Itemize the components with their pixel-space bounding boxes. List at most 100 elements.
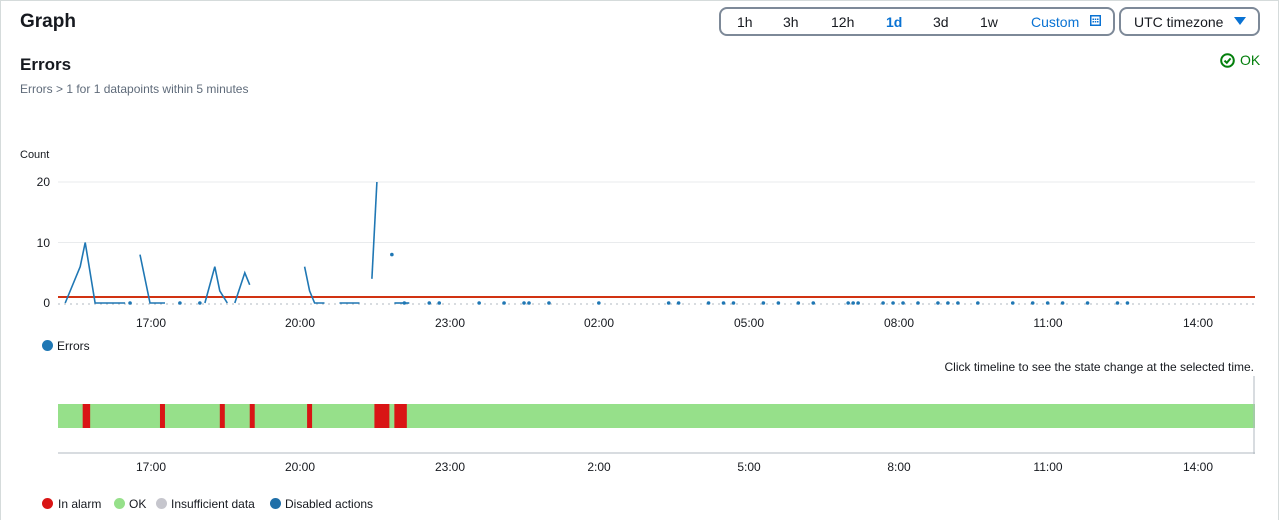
errors-data-point	[901, 301, 905, 305]
errors-series-line	[303, 266, 325, 304]
in-alarm-period	[249, 404, 255, 428]
legend-label: Errors	[57, 339, 90, 353]
timeline-tick-label: 20:00	[284, 460, 316, 474]
state-timeline[interactable]	[0, 376, 1281, 456]
legend-label: Disabled actions	[285, 497, 374, 511]
alarm-condition: Errors > 1 for 1 datapoints within 5 min…	[20, 82, 249, 96]
y-tick-label: 0	[43, 296, 50, 310]
ok-state-band	[58, 404, 1255, 428]
errors-data-point	[721, 301, 726, 305]
x-tick-label: 02:00	[583, 316, 615, 330]
legend-label: Insufficient data	[171, 497, 255, 511]
check-circle-icon	[1220, 53, 1235, 68]
errors-data-point	[1125, 301, 1130, 305]
legend-swatch	[42, 498, 53, 509]
timeline-tick-label: 23:00	[434, 460, 466, 474]
x-tick-label: 14:00	[1182, 316, 1214, 330]
caret-down-icon	[1234, 17, 1246, 25]
errors-data-point	[1115, 301, 1120, 305]
errors-data-point	[891, 301, 895, 305]
errors-data-point	[846, 301, 850, 305]
time-range-selector: 1h 3h 12h 1d 3d 1w Custom	[719, 7, 1115, 36]
y-tick-label: 10	[36, 236, 50, 250]
errors-data-point	[676, 301, 681, 305]
legend-swatch	[270, 498, 281, 509]
errors-data-point	[811, 301, 816, 305]
errors-data-point	[776, 301, 781, 305]
timezone-label: UTC timezone	[1134, 14, 1224, 30]
errors-data-point	[1060, 301, 1065, 305]
errors-data-point	[527, 301, 531, 305]
errors-data-point	[881, 301, 885, 305]
timezone-dropdown[interactable]: UTC timezone	[1119, 7, 1260, 36]
timeline-tick-label: 11:00	[1033, 460, 1063, 474]
errors-data-point	[731, 301, 736, 305]
errors-data-point	[1010, 301, 1015, 305]
errors-data-point	[856, 301, 860, 305]
errors-data-point	[427, 301, 432, 305]
errors-data-point	[522, 301, 526, 305]
timeline-hint: Click timeline to see the state change a…	[944, 360, 1255, 374]
errors-data-point	[597, 301, 601, 305]
alarm-state-label: OK	[1240, 52, 1261, 68]
page-title: Graph	[20, 11, 76, 32]
errors-data-point	[1030, 301, 1035, 305]
in-alarm-period	[394, 404, 407, 428]
errors-data-point	[437, 301, 442, 305]
errors-series-line	[139, 254, 165, 304]
in-alarm-period	[374, 404, 390, 428]
errors-data-point	[502, 301, 506, 305]
legend-swatch	[42, 340, 53, 351]
x-tick-label: 11:00	[1033, 316, 1063, 330]
timeline-tick-label: 5:00	[737, 460, 761, 474]
calendar-icon[interactable]	[1090, 15, 1101, 26]
errors-data-point	[796, 301, 801, 305]
errors-data-point	[198, 301, 202, 305]
range-3d-button[interactable]: 3d	[933, 14, 949, 30]
errors-data-point	[946, 301, 950, 305]
range-1w-button[interactable]: 1w	[980, 14, 998, 30]
errors-data-point	[477, 301, 481, 305]
in-alarm-period	[159, 404, 165, 428]
range-1h-button[interactable]: 1h	[737, 14, 753, 30]
timeline-tick-label: 17:00	[135, 460, 167, 474]
errors-chart[interactable]	[0, 170, 1281, 315]
errors-series-line	[234, 270, 251, 304]
x-tick-label: 05:00	[733, 316, 765, 330]
errors-data-point	[936, 301, 940, 305]
timeline-tick-label: 14:00	[1182, 460, 1214, 474]
x-tick-label: 20:00	[284, 316, 316, 330]
errors-data-point	[956, 301, 960, 305]
errors-data-point	[402, 301, 407, 305]
legend-swatch	[156, 498, 167, 509]
legend-label: OK	[129, 497, 147, 511]
in-alarm-period	[307, 404, 313, 428]
errors-data-point	[128, 301, 132, 305]
errors-data-point	[706, 301, 711, 305]
in-alarm-period	[82, 404, 91, 428]
errors-data-point	[178, 301, 182, 305]
x-tick-label: 08:00	[883, 316, 915, 330]
errors-data-point	[851, 301, 855, 305]
range-12h-button[interactable]: 12h	[831, 14, 855, 30]
custom-range-button[interactable]: Custom	[1031, 14, 1080, 30]
errors-data-point	[916, 301, 920, 305]
errors-data-point	[976, 301, 980, 305]
y-axis-label: Count	[20, 149, 50, 161]
errors-data-point	[666, 301, 671, 305]
errors-data-point	[1045, 301, 1050, 305]
y-tick-label: 20	[36, 175, 50, 189]
range-3h-button[interactable]: 3h	[783, 14, 799, 30]
range-1d-button[interactable]: 1d	[886, 14, 903, 30]
timeline-tick-label: 2:00	[587, 460, 611, 474]
errors-data-point	[1085, 301, 1090, 305]
in-alarm-period	[219, 404, 225, 428]
legend-label: In alarm	[58, 497, 102, 511]
errors-series-line	[371, 181, 378, 279]
alarm-name: Errors	[20, 55, 72, 74]
x-tick-label: 17:00	[135, 316, 167, 330]
errors-data-point	[390, 252, 394, 257]
errors-series-line	[64, 242, 126, 304]
legend-swatch	[114, 498, 125, 509]
